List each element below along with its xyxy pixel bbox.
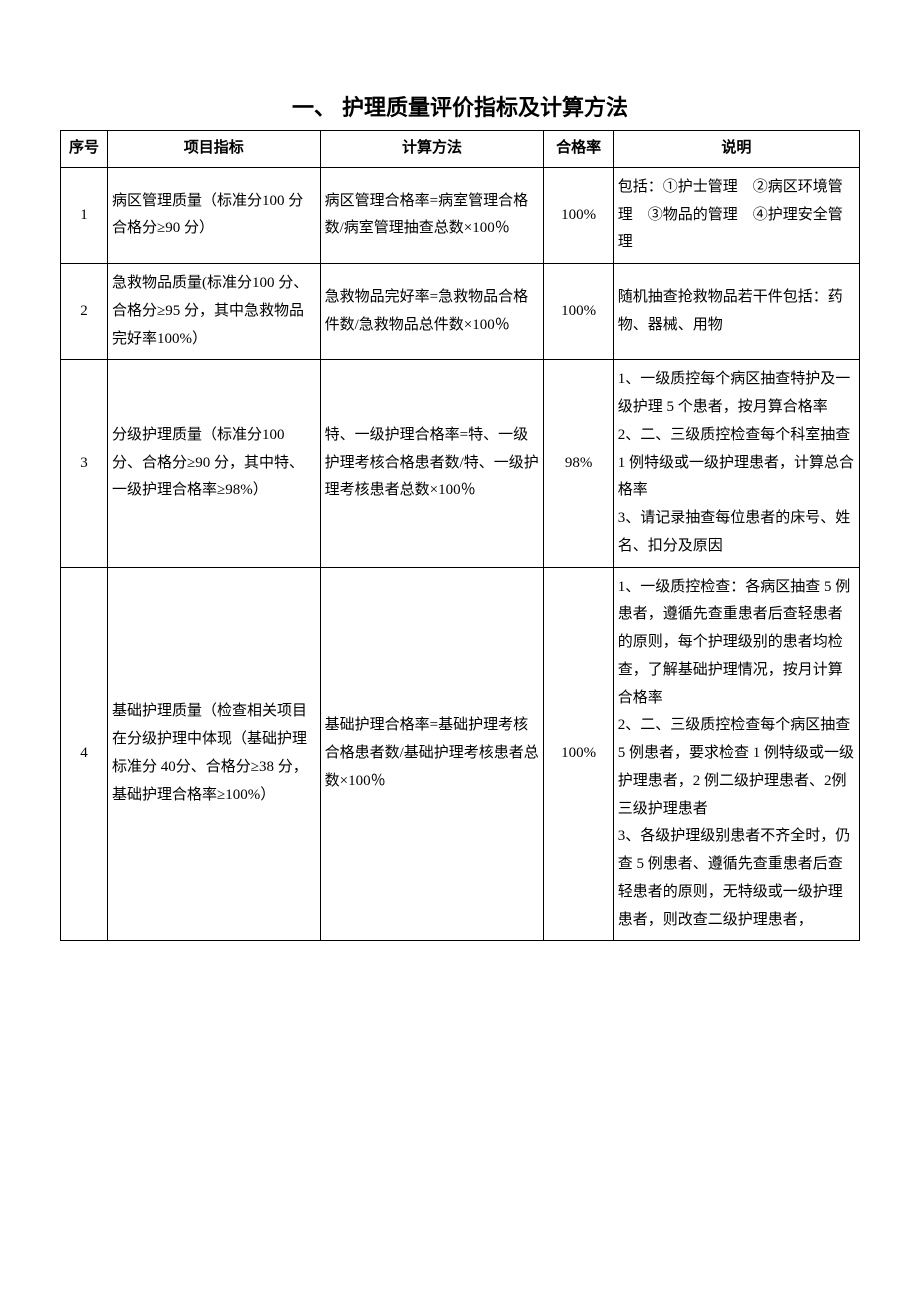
header-desc: 说明	[613, 131, 859, 168]
cell-rate: 100%	[544, 567, 613, 941]
table-row: 4 基础护理质量（检查相关项目在分级护理中体现（基础护理标准分 40分、合格分≥…	[61, 567, 860, 941]
cell-seq: 4	[61, 567, 108, 941]
cell-indicator: 基础护理质量（检查相关项目在分级护理中体现（基础护理标准分 40分、合格分≥38…	[108, 567, 321, 941]
cell-seq: 1	[61, 167, 108, 263]
table-row: 3 分级护理质量（标准分100 分、合格分≥90 分，其中特、一级护理合格率≥9…	[61, 360, 860, 567]
cell-desc: 1、一级质控每个病区抽查特护及一级护理 5 个患者，按月算合格率2、二、三级质控…	[613, 360, 859, 567]
header-rate: 合格率	[544, 131, 613, 168]
header-calc: 计算方法	[320, 131, 544, 168]
cell-indicator: 病区管理质量（标准分100 分合格分≥90 分）	[108, 167, 321, 263]
cell-desc: 包括：①护士管理 ②病区环境管理 ③物品的管理 ④护理安全管理	[613, 167, 859, 263]
cell-rate: 98%	[544, 360, 613, 567]
cell-calc: 急救物品完好率=急救物品合格件数/急救物品总件数×100％	[320, 264, 544, 360]
quality-indicators-table: 序号 项目指标 计算方法 合格率 说明 1 病区管理质量（标准分100 分合格分…	[60, 130, 860, 941]
cell-calc: 基础护理合格率=基础护理考核合格患者数/基础护理考核患者总数×100％	[320, 567, 544, 941]
table-header-row: 序号 项目指标 计算方法 合格率 说明	[61, 131, 860, 168]
header-seq: 序号	[61, 131, 108, 168]
cell-seq: 2	[61, 264, 108, 360]
table-row: 1 病区管理质量（标准分100 分合格分≥90 分） 病区管理合格率=病室管理合…	[61, 167, 860, 263]
cell-calc: 病区管理合格率=病室管理合格数/病室管理抽查总数×100％	[320, 167, 544, 263]
cell-rate: 100%	[544, 167, 613, 263]
cell-indicator: 分级护理质量（标准分100 分、合格分≥90 分，其中特、一级护理合格率≥98%…	[108, 360, 321, 567]
cell-calc: 特、一级护理合格率=特、一级护理考核合格患者数/特、一级护理考核患者总数×100…	[320, 360, 544, 567]
cell-desc: 1、一级质控检查：各病区抽查 5 例患者，遵循先查重患者后查轻患者的原则，每个护…	[613, 567, 859, 941]
cell-rate: 100%	[544, 264, 613, 360]
table-row: 2 急救物品质量(标准分100 分、合格分≥95 分，其中急救物品完好率100%…	[61, 264, 860, 360]
cell-desc: 随机抽查抢救物品若干件包括：药物、器械、用物	[613, 264, 859, 360]
page-title: 一、 护理质量评价指标及计算方法	[60, 90, 860, 122]
header-indicator: 项目指标	[108, 131, 321, 168]
cell-seq: 3	[61, 360, 108, 567]
cell-indicator: 急救物品质量(标准分100 分、合格分≥95 分，其中急救物品完好率100%）	[108, 264, 321, 360]
